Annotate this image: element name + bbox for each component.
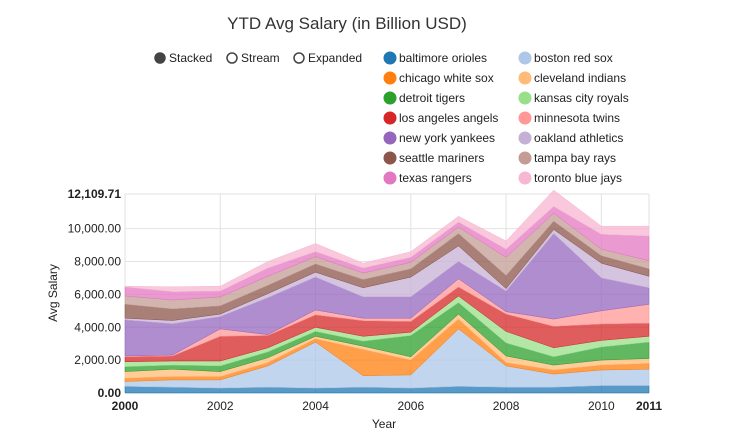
legend-marker-baltimore-orioles[interactable] — [383, 51, 397, 65]
legend-marker-chicago-white-sox[interactable] — [383, 71, 397, 85]
legend-marker-seattle-mariners[interactable] — [383, 151, 397, 165]
legend-label-seattle-mariners[interactable]: seattle mariners — [399, 151, 484, 165]
legend-label-baltimore-orioles[interactable]: baltimore orioles — [399, 51, 487, 65]
legend-label-oakland-athletics[interactable]: oakland athletics — [534, 131, 623, 145]
legend-label-boston-red-sox[interactable]: boston red sox — [534, 51, 613, 65]
legend: baltimore orioles boston red sox chicago w… — [383, 51, 629, 185]
legend-label-new-york-yankees[interactable]: new york yankees — [399, 131, 495, 145]
legend-marker-new-york-yankees[interactable] — [383, 131, 397, 145]
x-axis-title: Year — [372, 417, 396, 431]
y-axis-title: Avg Salary — [46, 264, 60, 322]
legend-marker-detroit-tigers[interactable] — [383, 91, 397, 105]
x-tick-label: 2000 — [112, 399, 139, 413]
mode-radio-expanded[interactable] — [293, 52, 305, 64]
x-tick-label: 2008 — [493, 399, 520, 413]
legend-marker-texas-rangers[interactable] — [383, 171, 397, 185]
x-tick-label: 2010 — [588, 399, 615, 413]
y-tick-label: 6,000.00 — [74, 287, 121, 301]
y-tick-label: 2,000.00 — [74, 353, 121, 367]
x-tick-label: 2004 — [302, 399, 329, 413]
y-tick-label: 4,000.00 — [74, 320, 121, 334]
mode-label-stacked[interactable]: Stacked — [169, 51, 212, 65]
x-tick-label: 2011 — [636, 399, 662, 413]
legend-marker-tampa-bay-rays[interactable] — [518, 151, 532, 165]
legend-label-toronto-blue-jays[interactable]: toronto blue jays — [534, 171, 622, 185]
mode-radio-stacked[interactable] — [154, 52, 166, 64]
mode-label-stream[interactable]: Stream — [241, 51, 280, 65]
y-axis: 0.00 2,000.00 4,000.00 6,000.00 8,000.00 10,0… — [68, 187, 122, 400]
legend-marker-boston-red-sox[interactable] — [518, 51, 532, 65]
legend-marker-oakland-athletics[interactable] — [518, 131, 532, 145]
legend-label-tampa-bay-rays[interactable]: tampa bay rays — [534, 151, 616, 165]
chart-title: YTD Avg Salary (in Billion USD) — [227, 14, 467, 33]
mode-label-expanded[interactable]: Expanded — [308, 51, 362, 65]
y-tick-label: 12,109.71 — [68, 187, 122, 201]
legend-label-kansas-city-royals[interactable]: kansas city royals — [534, 91, 629, 105]
area-toronto-blue-jays[interactable] — [124, 189, 650, 293]
legend-marker-minnesota-twins[interactable] — [518, 111, 532, 125]
legend-label-texas-rangers[interactable]: texas rangers — [399, 171, 472, 185]
legend-label-minnesota-twins[interactable]: minnesota twins — [534, 111, 620, 125]
legend-marker-kansas-city-royals[interactable] — [518, 91, 532, 105]
areas — [124, 189, 650, 394]
mode-controls: Stacked Stream Expanded — [154, 51, 362, 65]
y-tick-label: 10,000.00 — [68, 222, 122, 236]
x-tick-label: 2002 — [207, 399, 234, 413]
y-tick-label: 0.00 — [98, 386, 122, 400]
legend-label-chicago-white-sox[interactable]: chicago white sox — [399, 71, 494, 85]
legend-marker-los-angeles-angels[interactable] — [383, 111, 397, 125]
legend-label-detroit-tigers[interactable]: detroit tigers — [399, 91, 465, 105]
legend-label-los-angeles-angels[interactable]: los angeles angels — [399, 111, 498, 125]
mode-radio-stream[interactable] — [226, 52, 238, 64]
y-tick-label: 8,000.00 — [74, 255, 121, 269]
legend-marker-toronto-blue-jays[interactable] — [518, 171, 532, 185]
x-axis: 2000 2002 2004 2006 2008 2010 2011 — [112, 399, 663, 413]
legend-marker-cleveland-indians[interactable] — [518, 71, 532, 85]
legend-label-cleveland-indians[interactable]: cleveland indians — [534, 71, 626, 85]
x-tick-label: 2006 — [397, 399, 424, 413]
